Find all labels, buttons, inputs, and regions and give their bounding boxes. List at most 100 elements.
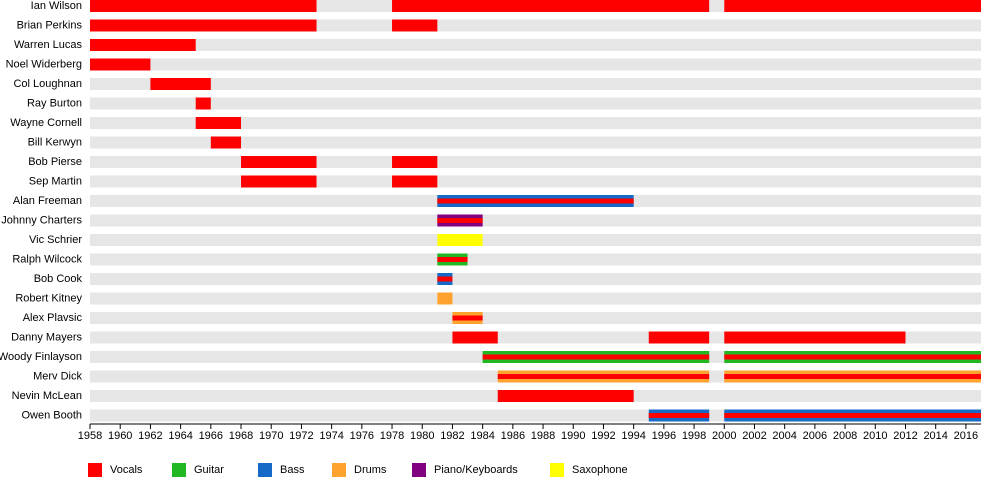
- member-bar: [452, 331, 498, 344]
- legend-swatch: [172, 463, 186, 477]
- legend-label: Vocals: [110, 464, 143, 476]
- row-background: [90, 117, 981, 129]
- x-tick-label: 2008: [833, 430, 857, 442]
- member-bar: [648, 331, 710, 344]
- x-tick-label: 2016: [954, 430, 978, 442]
- row-background: [90, 39, 981, 51]
- legend-swatch: [258, 463, 272, 477]
- member-label: Merv Dick: [33, 370, 82, 382]
- row-background: [90, 234, 981, 246]
- row-background: [90, 97, 981, 110]
- legend-swatch: [550, 463, 564, 477]
- member-label: Col Loughnan: [13, 78, 82, 90]
- x-tick-label: 1978: [380, 430, 404, 442]
- x-tick-label: 1964: [168, 430, 192, 442]
- member-bar: [150, 78, 211, 90]
- row-background: [90, 253, 981, 266]
- x-tick-label: 2012: [893, 430, 917, 442]
- row-background: [90, 312, 981, 324]
- member-label: Ray Burton: [27, 97, 82, 109]
- member-bar: [437, 292, 453, 305]
- legend-label: Bass: [280, 464, 305, 476]
- x-tick-label: 1976: [350, 430, 374, 442]
- x-tick-label: 2002: [742, 430, 766, 442]
- member-bar: [392, 19, 438, 32]
- member-label: Owen Booth: [21, 409, 82, 421]
- member-bar-stripe: [724, 374, 981, 379]
- x-tick-label: 2006: [803, 430, 827, 442]
- member-bar: [392, 0, 710, 12]
- legend-swatch: [88, 463, 102, 477]
- member-bar-stripe: [437, 218, 483, 223]
- x-tick-label: 1980: [410, 430, 434, 442]
- row-background: [90, 273, 981, 285]
- member-bar: [90, 19, 317, 32]
- x-tick-label: 1958: [78, 430, 102, 442]
- member-bar: [392, 175, 438, 188]
- x-tick-label: 1966: [199, 430, 223, 442]
- member-label: Alan Freeman: [13, 195, 82, 207]
- member-bar-stripe: [437, 198, 634, 204]
- member-bar: [724, 331, 906, 344]
- x-tick-label: 1972: [289, 430, 313, 442]
- row-background: [90, 214, 981, 227]
- x-tick-label: 2010: [863, 430, 887, 442]
- x-tick-label: 2000: [712, 430, 736, 442]
- member-bar: [497, 390, 634, 402]
- member-label: Ralph Wilcock: [12, 253, 82, 265]
- x-tick-label: 1986: [501, 430, 525, 442]
- member-label: Vic Schrier: [29, 234, 82, 246]
- x-tick-label: 1996: [652, 430, 676, 442]
- x-tick-label: 1990: [561, 430, 585, 442]
- member-bar-stripe: [724, 354, 981, 360]
- member-bar: [437, 234, 483, 246]
- legend-label: Piano/Keyboards: [434, 464, 518, 476]
- x-tick-label: 2014: [923, 430, 947, 442]
- x-tick-label: 1994: [621, 430, 645, 442]
- x-tick-label: 1998: [682, 430, 706, 442]
- legend-swatch: [412, 463, 426, 477]
- member-label: Sep Martin: [29, 175, 82, 187]
- legend-label: Saxophone: [572, 464, 628, 476]
- x-tick-label: 1992: [591, 430, 615, 442]
- member-bar-stripe: [497, 374, 710, 379]
- member-bar-stripe: [724, 413, 981, 418]
- row-background: [90, 58, 981, 71]
- x-tick-label: 1982: [440, 430, 464, 442]
- legend-label: Drums: [354, 464, 387, 476]
- member-label: Danny Mayers: [11, 331, 82, 343]
- row-background: [90, 136, 981, 149]
- member-bar: [210, 136, 242, 149]
- member-bar: [195, 117, 242, 129]
- row-background: [90, 78, 981, 90]
- member-label: Wayne Cornell: [10, 117, 82, 129]
- member-label: Nevin McLean: [12, 390, 82, 402]
- member-label: Robert Kitney: [15, 292, 82, 304]
- row-background: [90, 156, 981, 168]
- member-bar-stripe: [648, 413, 710, 418]
- member-label: Bob Cook: [34, 273, 83, 285]
- member-bar: [90, 58, 151, 71]
- member-bar: [241, 175, 317, 188]
- member-bar: [241, 156, 317, 168]
- x-tick-label: 1962: [138, 430, 162, 442]
- legend-swatch: [332, 463, 346, 477]
- x-tick-label: 1984: [470, 430, 494, 442]
- legend-label: Guitar: [194, 464, 224, 476]
- member-bar: [724, 0, 981, 12]
- member-label: Woody Finlayson: [0, 351, 82, 363]
- member-bar: [195, 97, 211, 110]
- x-tick-label: 1968: [229, 430, 253, 442]
- member-label: Warren Lucas: [14, 39, 83, 51]
- x-tick-label: 1974: [319, 430, 343, 442]
- member-label: Bill Kerwyn: [28, 136, 82, 148]
- x-tick-label: 2004: [772, 430, 796, 442]
- member-bar: [392, 156, 438, 168]
- member-label: Noel Widerberg: [6, 58, 82, 70]
- x-tick-label: 1970: [259, 430, 283, 442]
- x-tick-label: 1960: [108, 430, 132, 442]
- x-tick-label: 1988: [531, 430, 555, 442]
- member-label: Alex Plavsic: [23, 312, 83, 324]
- member-bar: [90, 39, 196, 51]
